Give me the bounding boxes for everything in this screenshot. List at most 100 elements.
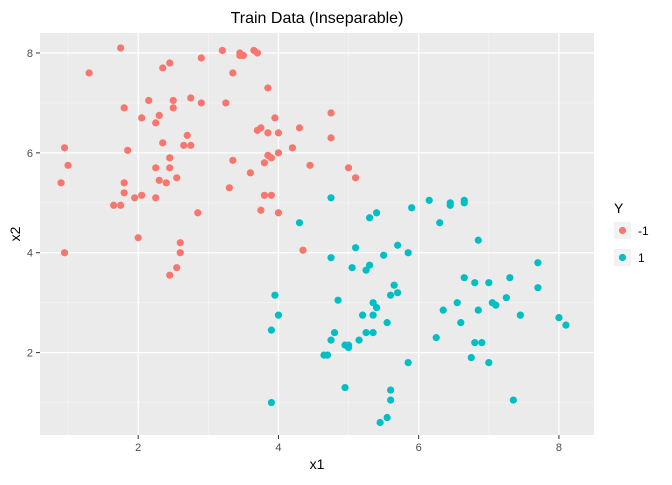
data-point-neg — [229, 156, 237, 164]
data-point-neg — [327, 134, 335, 142]
data-point-neg — [117, 201, 125, 209]
data-point-pos — [474, 306, 482, 314]
data-point-neg — [176, 239, 184, 247]
data-point-neg — [131, 194, 139, 202]
data-point-neg — [239, 51, 247, 60]
data-point-neg — [267, 191, 276, 199]
data-point-pos — [295, 219, 304, 227]
data-point-neg — [124, 146, 132, 154]
data-point-pos — [425, 196, 433, 204]
y-tick-label: 2 — [27, 348, 33, 360]
data-point-neg — [306, 161, 314, 169]
data-point-neg — [253, 49, 261, 57]
data-point-neg — [155, 111, 163, 119]
data-points — [57, 44, 570, 427]
data-point-pos — [387, 291, 395, 299]
data-point-neg — [187, 94, 195, 102]
data-point-neg — [166, 59, 174, 67]
y-axis-ticks: 2 4 6 8 — [27, 48, 40, 360]
data-point-neg — [152, 164, 160, 172]
data-point-pos — [358, 311, 367, 319]
data-point-pos — [439, 306, 447, 314]
data-point-pos — [555, 314, 563, 322]
data-point-pos — [365, 261, 374, 269]
data-point-neg — [169, 96, 177, 105]
data-point-neg — [57, 179, 65, 187]
data-point-neg — [152, 194, 160, 202]
data-point-pos — [274, 311, 283, 319]
data-point-neg — [183, 131, 191, 139]
data-point-pos — [390, 281, 398, 289]
data-point-pos — [362, 266, 370, 274]
data-point-neg — [246, 169, 254, 177]
data-point-pos — [562, 321, 570, 329]
data-point-pos — [327, 254, 335, 262]
data-point-pos — [394, 289, 402, 297]
legend-key-marker-2 — [618, 253, 627, 262]
data-point-neg — [257, 206, 265, 214]
data-point-pos — [267, 398, 276, 407]
data-point-pos — [334, 296, 342, 304]
data-point-neg — [64, 161, 72, 169]
data-point-neg — [173, 174, 181, 182]
data-point-neg — [134, 234, 142, 242]
legend-title: Y — [614, 200, 624, 216]
x-tick-label: 6 — [416, 442, 422, 454]
data-point-pos — [467, 353, 475, 362]
data-point-pos — [369, 311, 377, 319]
data-point-pos — [460, 274, 468, 282]
data-point-pos — [387, 396, 395, 404]
data-point-pos — [408, 204, 416, 212]
data-point-neg — [138, 114, 146, 122]
data-point-neg — [117, 44, 125, 52]
data-point-neg — [176, 249, 184, 257]
data-point-neg — [162, 179, 170, 187]
data-point-pos — [394, 241, 402, 249]
data-point-pos — [485, 358, 493, 367]
data-point-pos — [457, 319, 465, 327]
minor-gridlines — [40, 33, 594, 435]
data-point-pos — [327, 194, 335, 202]
x-axis-ticks: 2 4 6 8 — [135, 435, 562, 454]
data-point-pos — [323, 351, 332, 359]
data-point-neg — [60, 249, 69, 257]
data-point-neg — [288, 144, 297, 152]
data-point-neg — [264, 129, 272, 137]
data-point-neg — [120, 189, 128, 197]
data-point-neg — [138, 191, 146, 199]
data-point-neg — [194, 209, 202, 217]
y-axis-title: x2 — [7, 226, 23, 241]
data-point-neg — [155, 176, 163, 184]
data-point-pos — [404, 249, 412, 257]
data-point-pos — [380, 251, 388, 259]
data-point-pos — [446, 201, 454, 209]
data-point-pos — [471, 339, 479, 347]
data-point-pos — [432, 334, 440, 342]
data-point-pos — [376, 418, 384, 427]
data-point-pos — [348, 264, 356, 272]
data-point-neg — [120, 179, 128, 187]
data-point-neg — [299, 246, 307, 254]
data-point-neg — [327, 109, 335, 117]
data-point-pos — [362, 329, 370, 337]
legend-label-1: -1 — [638, 224, 649, 238]
data-point-neg — [271, 114, 279, 122]
data-point-neg — [173, 264, 181, 272]
data-point-pos — [271, 291, 279, 299]
plot-panel — [40, 33, 594, 435]
data-point-pos — [453, 299, 461, 307]
y-tick-label: 4 — [27, 248, 33, 260]
data-point-neg — [85, 69, 93, 77]
data-point-neg — [274, 209, 283, 217]
data-point-pos — [344, 341, 353, 349]
data-point-neg — [264, 84, 272, 92]
data-point-neg — [274, 149, 283, 157]
data-point-pos — [474, 236, 482, 244]
data-point-neg — [110, 201, 118, 209]
data-point-pos — [492, 301, 500, 309]
data-point-pos — [330, 329, 339, 337]
data-point-neg — [351, 174, 360, 182]
data-point-neg — [159, 139, 167, 147]
data-point-neg — [274, 129, 283, 137]
